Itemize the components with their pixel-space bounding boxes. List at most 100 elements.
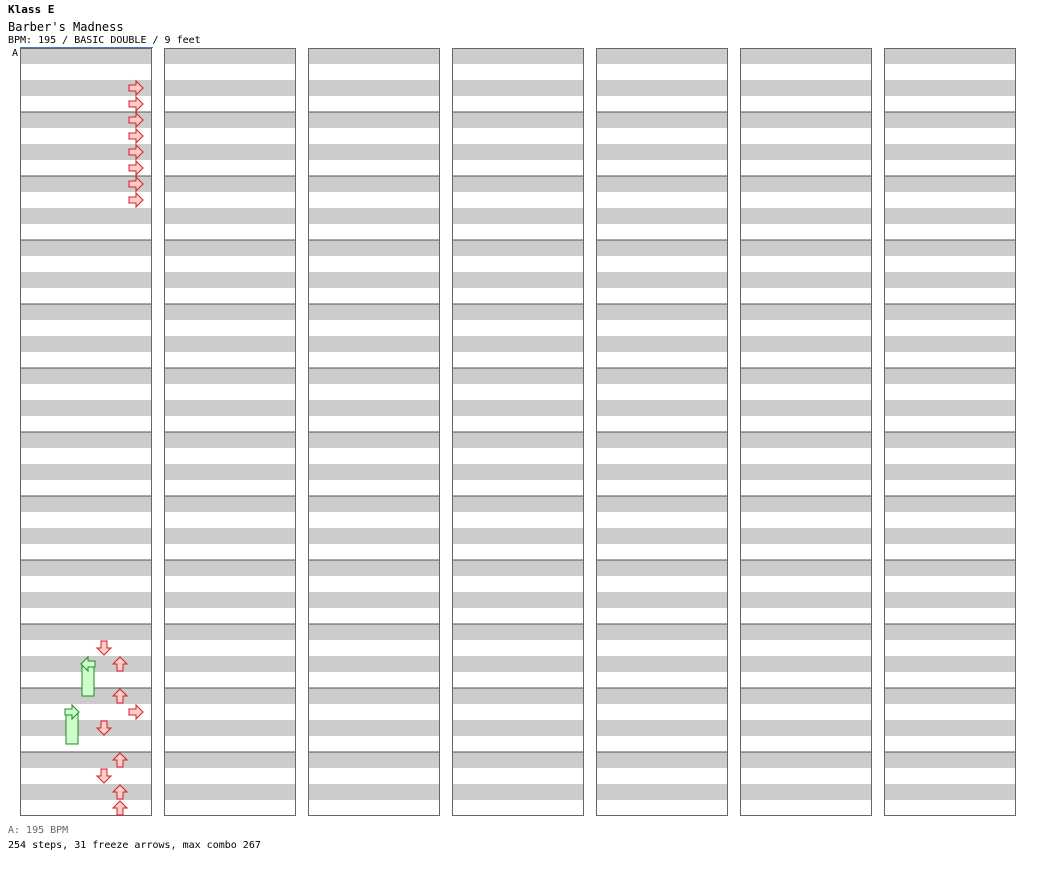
beat-stripe	[308, 688, 440, 704]
beat-stripe	[164, 400, 296, 416]
beat-stripe	[596, 624, 728, 640]
beat-stripe	[308, 208, 440, 224]
beat-stripe	[596, 432, 728, 448]
chart-column-border	[308, 48, 440, 816]
beat-stripe	[20, 336, 152, 352]
beat-stripe	[20, 208, 152, 224]
beat-stripe	[20, 304, 152, 320]
step-arrow	[111, 688, 129, 704]
beat-stripe	[596, 144, 728, 160]
beat-stripe	[164, 528, 296, 544]
chart-column-border	[164, 48, 296, 816]
beat-stripe	[164, 368, 296, 384]
beat-stripe	[20, 240, 152, 256]
beat-stripe	[452, 752, 584, 768]
beat-stripe	[308, 368, 440, 384]
beat-stripe	[740, 784, 872, 800]
beat-stripe	[308, 560, 440, 576]
beat-stripe	[308, 336, 440, 352]
beat-stripe	[164, 176, 296, 192]
beat-stripe	[308, 720, 440, 736]
beat-stripe	[164, 112, 296, 128]
beat-stripe	[452, 400, 584, 416]
beat-stripe	[452, 336, 584, 352]
chart-column-border	[884, 48, 1016, 816]
beat-stripe	[884, 656, 1016, 672]
beat-stripe	[308, 752, 440, 768]
beat-stripe	[740, 240, 872, 256]
beat-stripe	[596, 304, 728, 320]
beat-stripe	[740, 112, 872, 128]
chart-column-border	[740, 48, 872, 816]
beat-stripe	[596, 48, 728, 64]
beat-stripe	[452, 656, 584, 672]
song-title: Barber's Madness	[8, 20, 124, 34]
beat-stripe	[596, 784, 728, 800]
beat-stripe	[20, 592, 152, 608]
beat-stripe	[452, 592, 584, 608]
beat-stripe	[884, 368, 1016, 384]
step-arrow	[128, 159, 144, 177]
beat-stripe	[164, 624, 296, 640]
beat-stripe	[452, 560, 584, 576]
beat-stripe	[884, 112, 1016, 128]
beat-stripe	[308, 496, 440, 512]
chart-column-border	[596, 48, 728, 816]
beat-stripe	[596, 496, 728, 512]
beat-stripe	[596, 720, 728, 736]
beat-stripe	[884, 304, 1016, 320]
beat-stripe	[164, 80, 296, 96]
beat-stripe	[20, 624, 152, 640]
beat-stripe	[452, 624, 584, 640]
beat-stripe	[308, 656, 440, 672]
step-arrow	[128, 111, 144, 129]
step-arrow	[128, 79, 144, 97]
beat-stripe	[740, 400, 872, 416]
beat-stripe	[308, 304, 440, 320]
beat-stripe	[740, 752, 872, 768]
beat-stripe	[20, 400, 152, 416]
step-arrow	[95, 768, 113, 784]
beat-stripe	[740, 208, 872, 224]
beat-stripe	[884, 240, 1016, 256]
chart-subtitle: BPM: 195 / BASIC DOUBLE / 9 feet	[8, 35, 201, 46]
step-arrow	[95, 640, 113, 656]
beat-stripe	[740, 720, 872, 736]
step-arrow	[111, 800, 129, 816]
beat-stripe	[164, 336, 296, 352]
beat-stripe	[452, 528, 584, 544]
beat-stripe	[164, 496, 296, 512]
beat-stripe	[308, 592, 440, 608]
beat-stripe	[596, 112, 728, 128]
beat-stripe	[884, 528, 1016, 544]
beat-stripe	[308, 432, 440, 448]
beat-stripe	[452, 80, 584, 96]
beat-stripe	[596, 400, 728, 416]
step-arrow	[111, 784, 129, 800]
beat-stripe	[164, 240, 296, 256]
beat-stripe	[596, 560, 728, 576]
beat-stripe	[884, 336, 1016, 352]
beat-stripe	[884, 400, 1016, 416]
beat-stripe	[20, 80, 152, 96]
beat-stripe	[20, 176, 152, 192]
beat-stripe	[596, 336, 728, 352]
beat-stripe	[164, 432, 296, 448]
beat-stripe	[164, 560, 296, 576]
beat-stripe	[596, 368, 728, 384]
beat-stripe	[884, 496, 1016, 512]
beat-stripe	[596, 176, 728, 192]
beat-stripe	[308, 112, 440, 128]
beat-stripe	[308, 784, 440, 800]
beat-stripe	[452, 784, 584, 800]
beat-stripe	[308, 176, 440, 192]
beat-stripe	[164, 208, 296, 224]
beat-stripe	[884, 720, 1016, 736]
step-arrow	[111, 752, 129, 768]
beat-stripe	[596, 656, 728, 672]
beat-stripe	[164, 784, 296, 800]
chart-column-border	[20, 48, 152, 816]
beat-stripe	[740, 592, 872, 608]
beat-stripe	[884, 688, 1016, 704]
beat-stripe	[20, 784, 152, 800]
